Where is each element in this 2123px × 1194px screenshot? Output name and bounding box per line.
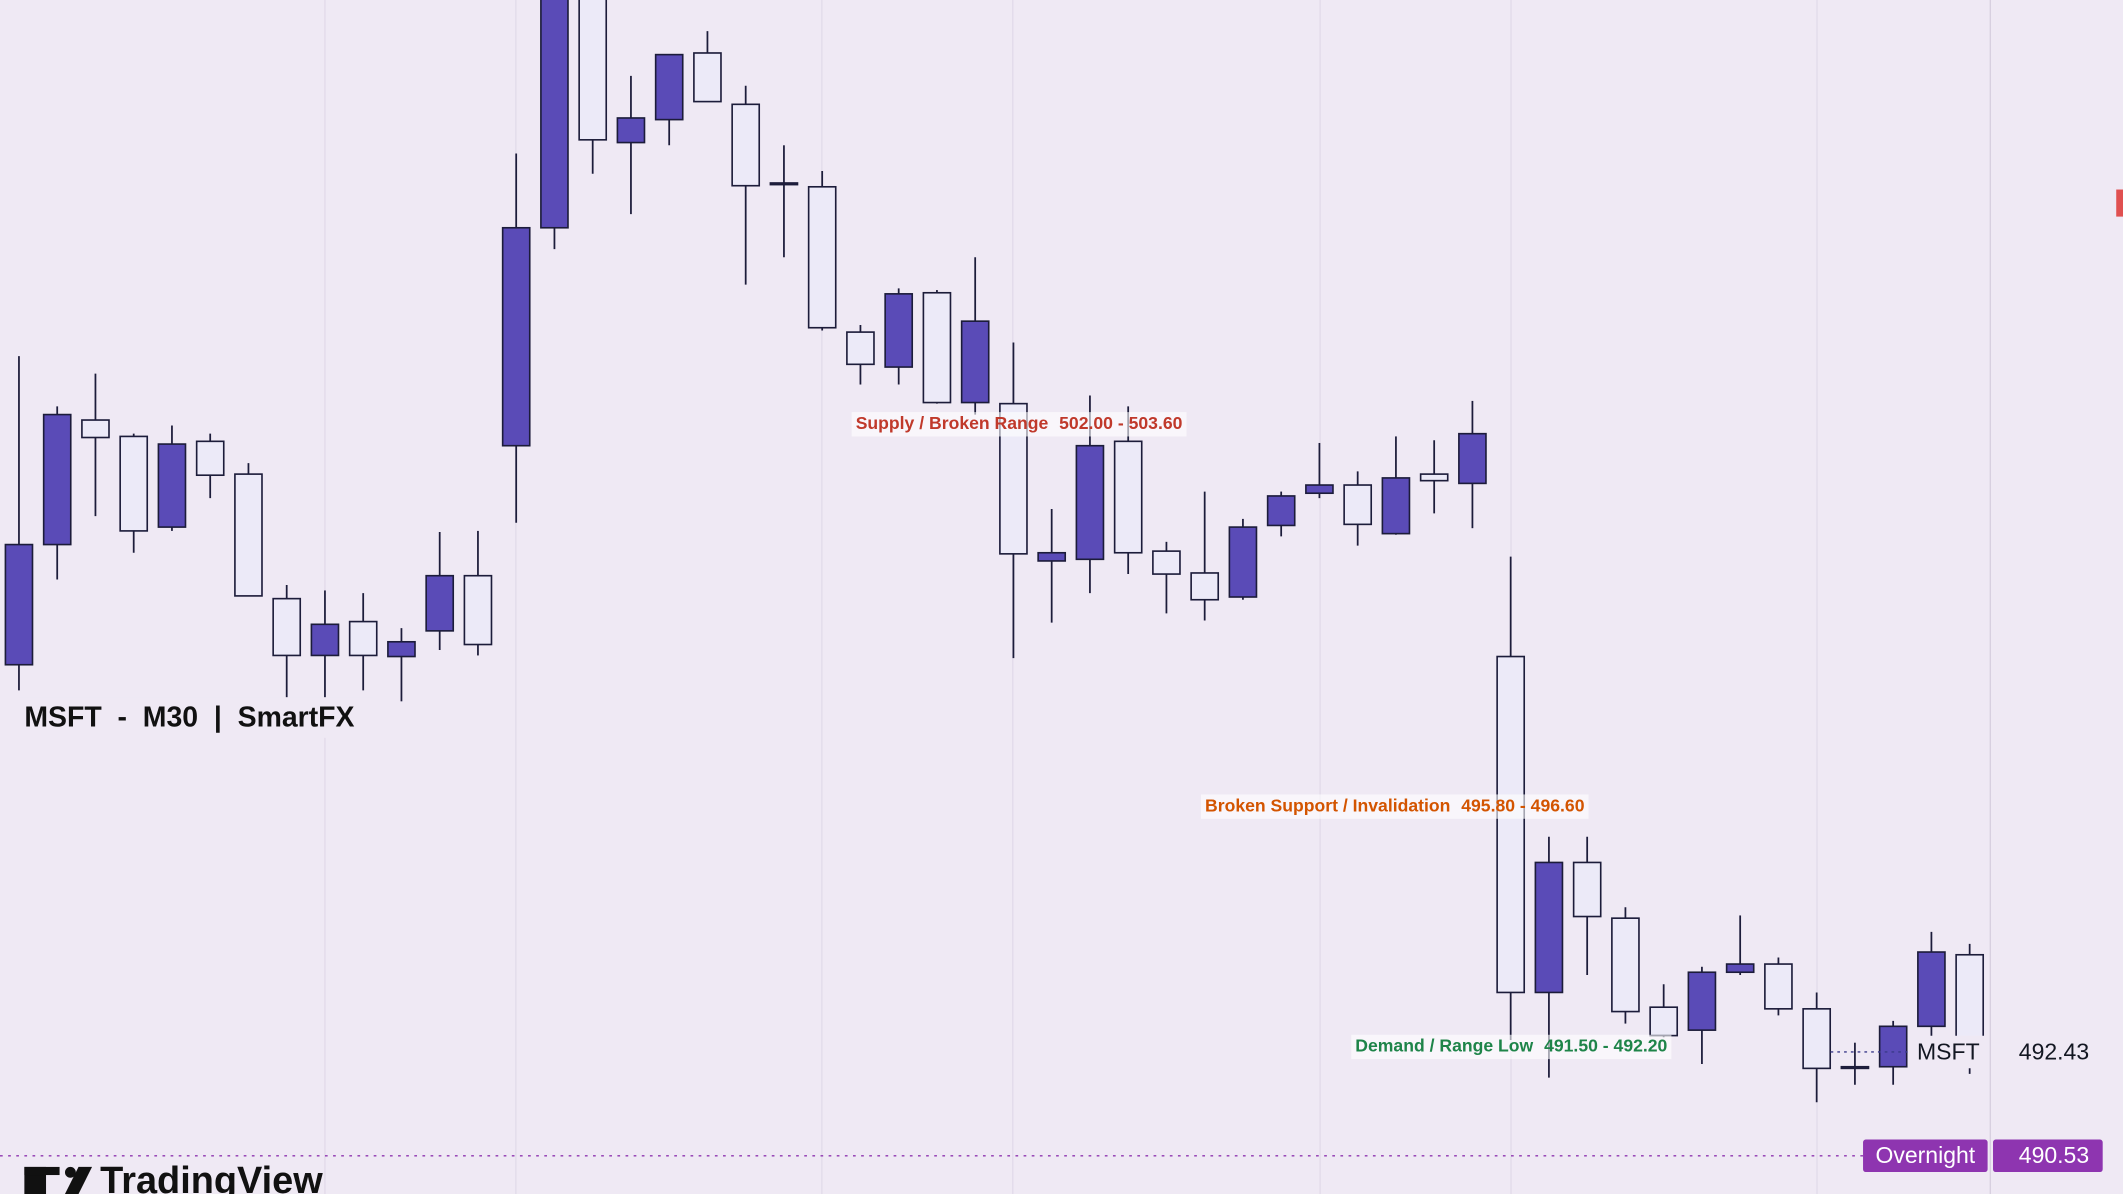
candle-body [616,117,646,144]
candle-body [1190,572,1220,601]
candle-body [1343,484,1373,526]
candle-body [1037,551,1067,562]
price-value-bg [1993,1139,2103,1173]
candle-body [1534,861,1564,994]
candle-body [1266,495,1296,527]
zone-name: Supply / Broken Range [856,413,1049,433]
candle-body [1496,655,1526,994]
brand: TradingView [100,1160,323,1194]
candle-body [922,291,952,404]
zone-name: Demand / Range Low [1355,1036,1533,1056]
zone-label: Broken Support / Invalidation 495.80 - 49… [1200,794,1589,819]
candles [4,0,1985,1103]
candle-body [1802,1008,1832,1070]
candle-body [846,331,875,366]
candle-body [310,623,340,657]
logo-mark [24,1166,60,1176]
price-name: MSFT [1917,1038,1980,1064]
candle-body [119,435,149,532]
candle-body [1649,1006,1679,1037]
candle-body [884,293,914,368]
candle-body [157,443,187,528]
candle-body [234,473,263,597]
candle-body [1878,1025,1908,1068]
brand-logo: TradingView [24,1160,323,1194]
axis-marker [2116,189,2123,217]
candle-body [1572,861,1602,918]
zone-labels: Supply / Broken Range 502.00 - 503.60 Brok… [851,412,1672,1060]
price-value: 492.43 [2019,1038,2089,1064]
candle-body [81,419,110,439]
zone-label: Supply / Broken Range 502.00 - 503.60 [851,412,1187,437]
candle-body [348,620,378,657]
zone-label-bg [1351,1034,1672,1060]
price-labels: MSFT 492.43 Overnight 490.53 [0,1035,2103,1173]
zone-range: 495.80 - 496.60 [1461,795,1584,815]
price-value-bg [1993,1035,2103,1069]
candle-body [4,543,34,666]
candle-body [578,0,608,141]
candle-body [501,226,531,447]
candle-body [807,185,837,329]
chart-title: MSFT - M30 | SmartFX [24,701,354,733]
zone-range: 491.50 - 492.20 [1544,1036,1667,1056]
logo-mark [64,1166,93,1194]
candle-body [654,53,684,121]
candle-body [195,440,225,477]
candle-body [1152,550,1181,575]
candle-body [1113,440,1143,554]
candle-body [425,574,455,632]
candle-body [960,320,990,404]
candle-body [1075,444,1105,561]
logo-mark [64,1166,76,1178]
price-name-bg [1909,1035,1988,1069]
zone-label: Demand / Range Low 491.50 - 492.20 [1351,1034,1672,1060]
title-bg [18,697,374,738]
candle-body [272,597,302,657]
candle-body [1840,1065,1870,1070]
candle-body [1228,526,1258,598]
price-axis [1990,0,2123,1194]
candle-body [1419,473,1449,482]
candle-body [387,640,416,658]
candle-body [463,574,493,646]
candle-body [731,103,761,187]
price-name: Overnight [1875,1142,1975,1168]
zone-range: 502.00 - 503.60 [1059,413,1182,433]
candle-body [42,413,72,546]
price-value: 490.53 [2019,1142,2089,1168]
candle-body [540,0,569,229]
candle-body [1687,971,1717,1031]
candle-body [1725,963,1755,974]
zone-name: Broken Support / Invalidation [1205,795,1450,815]
candle-body [1764,963,1793,1010]
zone-label-bg [1200,794,1589,819]
candle-body [693,52,722,103]
candle-body [1917,951,1946,1028]
price-name-bg [1863,1139,1988,1173]
candle-body [1611,917,1640,1013]
candle-body [769,182,799,186]
zone-label-bg [851,412,1187,437]
candle-body [1305,484,1334,495]
candle-body [1381,477,1411,535]
candle-body [1458,432,1487,485]
